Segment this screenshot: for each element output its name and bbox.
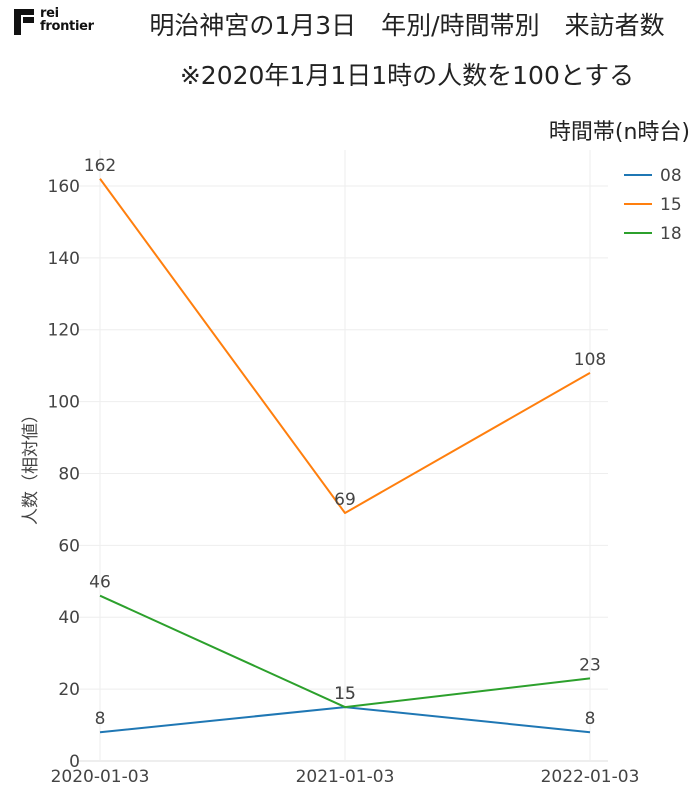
chart-title: 明治神宮の1月3日 年別/時間帯別 来訪者数 [149,11,665,40]
data-label: 8 [95,709,106,729]
y-tick-label: 20 [58,680,80,700]
x-tick-label: 2022-01-03 [541,767,640,787]
y-tick-label: 0 [69,752,80,772]
y-tick-label: 100 [48,393,80,413]
logo-line1: rei [40,6,59,21]
y-tick-label: 160 [48,177,80,197]
data-label: 69 [334,490,356,510]
series-line-15 [99,178,591,515]
logo-line2: frontier [40,19,94,34]
legend-label-08: 08 [660,166,682,186]
series-line-18 [99,594,591,709]
x-tick-label: 2020-01-03 [51,767,150,787]
brand-logo: rei frontier [14,7,104,39]
legend-title: 時間帯(n時台) [548,120,690,145]
data-label: 162 [84,156,116,176]
logo-text: rei frontier [40,7,94,33]
logo-mark-icon [14,9,34,35]
y-tick-label: 120 [48,321,80,341]
legend-label-18: 18 [660,224,682,244]
y-tick-label: 140 [48,249,80,269]
data-label: 8 [585,709,596,729]
y-tick-label: 60 [58,536,80,556]
data-label: 15 [334,684,356,704]
y-tick-label: 40 [58,608,80,628]
y-axis-label: 人数（相対値） [21,406,41,525]
legend-label-15: 15 [660,195,682,215]
chart-subtitle: ※2020年1月1日1時の人数を100とする [179,61,635,90]
data-label: 23 [579,655,601,675]
y-tick-label: 80 [58,464,80,484]
data-label: 108 [574,350,606,370]
data-label: 15 [334,684,356,704]
x-tick-label: 2021-01-03 [296,767,395,787]
data-label: 46 [89,573,111,593]
